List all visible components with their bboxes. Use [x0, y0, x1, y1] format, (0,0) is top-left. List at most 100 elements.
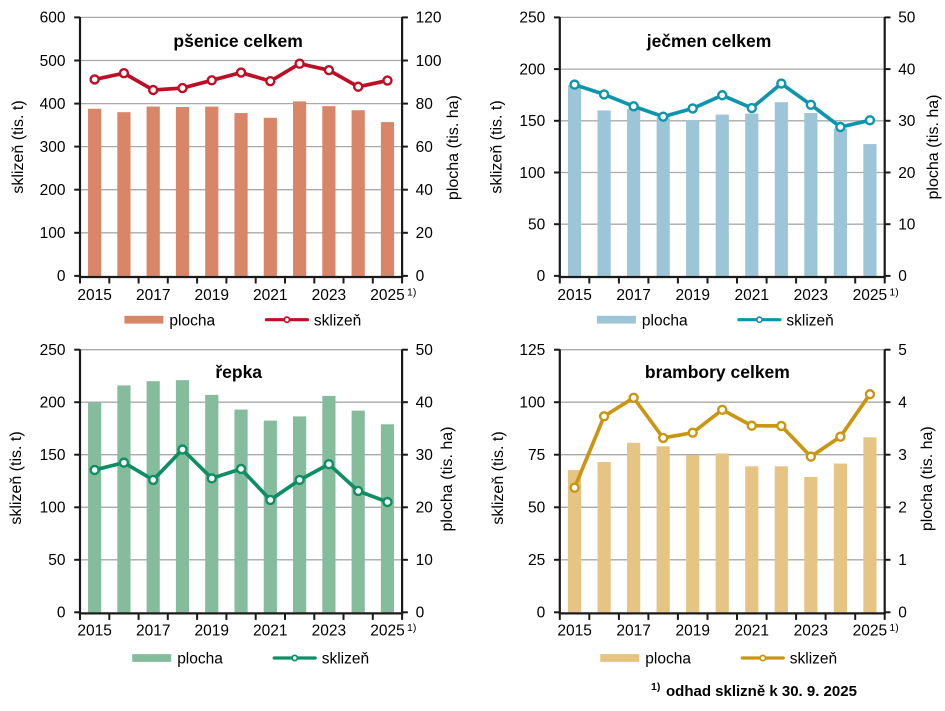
svg-text:40: 40	[416, 182, 434, 199]
svg-text:50: 50	[416, 342, 434, 359]
svg-text:1): 1)	[407, 622, 416, 634]
svg-text:0: 0	[898, 268, 907, 285]
svg-text:200: 200	[519, 61, 545, 78]
svg-text:1): 1)	[889, 286, 898, 298]
svg-text:150: 150	[519, 113, 545, 130]
svg-text:sklizeň: sklizeň	[790, 651, 837, 668]
svg-text:2015: 2015	[77, 623, 111, 640]
svg-text:1): 1)	[651, 681, 660, 693]
svg-text:3: 3	[898, 447, 907, 464]
svg-text:2015: 2015	[557, 287, 591, 304]
svg-text:0: 0	[57, 605, 66, 622]
svg-text:125: 125	[519, 342, 545, 359]
svg-text:2019: 2019	[675, 623, 709, 640]
svg-text:plocha: plocha	[177, 651, 223, 668]
svg-text:50: 50	[48, 552, 66, 569]
svg-text:2021: 2021	[253, 287, 287, 304]
svg-text:4: 4	[898, 395, 907, 412]
svg-text:řepka: řepka	[215, 362, 262, 382]
svg-text:1): 1)	[889, 622, 898, 634]
svg-text:sklizeň: sklizeň	[314, 312, 361, 329]
svg-text:2017: 2017	[136, 623, 170, 640]
svg-text:40: 40	[898, 61, 916, 78]
svg-text:2025: 2025	[370, 287, 404, 304]
svg-text:400: 400	[40, 96, 66, 113]
svg-text:500: 500	[40, 53, 66, 70]
svg-text:sklizeň: sklizeň	[786, 312, 833, 329]
svg-text:50: 50	[898, 10, 916, 27]
svg-text:75: 75	[528, 447, 545, 464]
svg-text:50: 50	[528, 217, 546, 234]
svg-text:ječmen celkem: ječmen celkem	[646, 31, 772, 51]
svg-text:brambory celkem: brambory celkem	[645, 362, 790, 382]
svg-text:plocha (tis. ha): plocha (tis. ha)	[445, 95, 462, 200]
svg-text:sklizeň (tis. t): sklizeň (tis. t)	[8, 431, 25, 524]
svg-text:2021: 2021	[253, 623, 287, 640]
svg-text:2: 2	[898, 500, 907, 517]
svg-text:2017: 2017	[136, 287, 170, 304]
svg-text:sklizeň (tis. t): sklizeň (tis. t)	[10, 100, 27, 193]
svg-text:2023: 2023	[312, 623, 346, 640]
svg-text:0: 0	[57, 268, 66, 285]
svg-text:1): 1)	[407, 286, 416, 298]
svg-text:10: 10	[416, 552, 434, 569]
svg-text:20: 20	[898, 165, 916, 182]
svg-text:30: 30	[898, 113, 916, 130]
svg-text:2017: 2017	[616, 623, 650, 640]
svg-text:25: 25	[528, 552, 545, 569]
svg-text:250: 250	[40, 342, 66, 359]
svg-text:2021: 2021	[735, 287, 769, 304]
svg-text:sklizeň (tis. t): sklizeň (tis. t)	[490, 431, 507, 524]
svg-text:0: 0	[898, 605, 907, 622]
svg-text:0: 0	[537, 605, 546, 622]
svg-text:pšenice celkem: pšenice celkem	[173, 31, 302, 51]
svg-text:1: 1	[898, 552, 907, 569]
svg-text:0: 0	[416, 268, 425, 285]
svg-text:20: 20	[416, 225, 434, 242]
svg-text:100: 100	[519, 395, 545, 412]
svg-text:2019: 2019	[195, 287, 229, 304]
svg-text:250: 250	[519, 10, 545, 27]
svg-text:2023: 2023	[312, 287, 346, 304]
svg-text:0: 0	[416, 605, 425, 622]
svg-text:plocha: plocha	[169, 312, 215, 329]
svg-text:odhad sklizně k 30. 9. 2025: odhad sklizně k 30. 9. 2025	[666, 683, 857, 700]
svg-text:40: 40	[416, 395, 434, 412]
svg-text:2017: 2017	[616, 287, 650, 304]
svg-text:600: 600	[40, 10, 66, 27]
svg-text:2025: 2025	[853, 287, 887, 304]
svg-text:2023: 2023	[794, 623, 828, 640]
svg-text:5: 5	[898, 342, 907, 359]
svg-text:60: 60	[416, 139, 434, 156]
svg-text:plocha (tis. ha): plocha (tis. ha)	[919, 426, 936, 531]
svg-text:120: 120	[416, 10, 442, 27]
svg-text:10: 10	[898, 217, 916, 234]
svg-text:20: 20	[416, 500, 434, 517]
svg-text:100: 100	[40, 225, 66, 242]
svg-text:plocha: plocha	[642, 312, 688, 329]
svg-text:30: 30	[416, 447, 434, 464]
svg-text:plocha (tis. ha): plocha (tis. ha)	[925, 95, 942, 200]
svg-text:100: 100	[416, 53, 442, 70]
svg-text:200: 200	[40, 182, 66, 199]
svg-text:2015: 2015	[557, 623, 591, 640]
svg-text:0: 0	[537, 268, 546, 285]
svg-text:2019: 2019	[675, 287, 709, 304]
svg-text:sklizeň (tis. t): sklizeň (tis. t)	[488, 100, 505, 193]
svg-text:100: 100	[40, 500, 66, 517]
svg-text:2025: 2025	[370, 623, 404, 640]
svg-text:150: 150	[40, 447, 66, 464]
svg-text:2023: 2023	[794, 287, 828, 304]
svg-text:200: 200	[40, 395, 66, 412]
svg-text:plocha (tis. ha): plocha (tis. ha)	[439, 427, 456, 532]
svg-text:300: 300	[40, 139, 66, 156]
svg-text:plocha: plocha	[645, 651, 691, 668]
svg-text:2015: 2015	[77, 287, 111, 304]
svg-text:2019: 2019	[195, 623, 229, 640]
svg-text:2025: 2025	[853, 623, 887, 640]
svg-text:2021: 2021	[735, 623, 769, 640]
svg-text:50: 50	[528, 500, 546, 517]
svg-text:sklizeň: sklizeň	[322, 651, 369, 668]
svg-text:100: 100	[519, 165, 545, 182]
svg-text:80: 80	[416, 96, 434, 113]
